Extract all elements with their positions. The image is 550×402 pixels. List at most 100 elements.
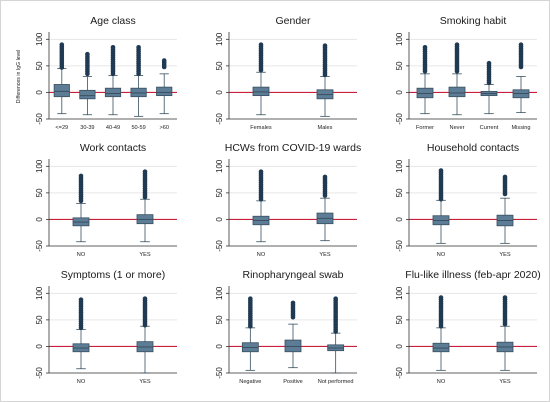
iqr-box: [53, 84, 70, 98]
y-tick-label: 100: [35, 159, 44, 173]
category-label: Males: [318, 125, 333, 131]
outlier-point: [85, 51, 90, 57]
y-tick-label: -50: [35, 240, 44, 252]
iqr-box: [104, 87, 122, 98]
y-tick-label: 50: [35, 315, 44, 324]
category-label: NO: [437, 379, 446, 385]
y-tick-label: -50: [215, 240, 224, 252]
panel-title: Rinopharyngeal swab: [243, 269, 344, 281]
box-2: [496, 174, 514, 244]
y-tick-label: 100: [215, 286, 224, 300]
outlier-point: [161, 58, 167, 63]
panel-9: Flu-like illness (feb-apr 2020) -50 0 50 100…: [395, 269, 541, 385]
y-tick-label: 0: [35, 217, 44, 222]
box-1: [252, 42, 270, 116]
outlier-point: [78, 173, 84, 179]
y-tick-label: 50: [35, 188, 44, 197]
iqr-box: [284, 339, 302, 353]
category-label: YES: [499, 252, 510, 258]
outlier-point: [258, 42, 264, 47]
category-label: Never: [450, 125, 465, 131]
box-2: [136, 296, 154, 374]
y-tick-label: 50: [215, 61, 224, 70]
outlier-point: [110, 44, 116, 50]
category-label: >60: [159, 125, 169, 131]
y-tick-label: 50: [395, 315, 404, 324]
outlier-point: [322, 174, 328, 180]
y-tick-label: -50: [395, 367, 404, 379]
y-tick-label: 50: [35, 61, 44, 70]
y-tick-label: 0: [395, 217, 404, 222]
iqr-box: [79, 89, 96, 100]
box-4: [512, 42, 530, 114]
category-label: NO: [77, 379, 86, 385]
category-label: 40-49: [106, 125, 120, 131]
outlier-point: [136, 44, 141, 50]
outlier-point: [454, 42, 460, 47]
panel-3: Smoking habit -50 0 50 100 Former Never Current…: [395, 15, 537, 131]
panel-title: HCWs from COVID-19 wards: [225, 142, 362, 154]
outlier-point: [333, 296, 338, 301]
category-label: Current: [480, 125, 499, 131]
category-label: Negative: [239, 379, 261, 385]
y-tick-label: 100: [215, 32, 224, 46]
y-tick-label: -50: [35, 367, 44, 379]
y-tick-label: 0: [215, 217, 224, 222]
y-tick-label: 0: [215, 90, 224, 95]
panel-5: HCWs from COVID-19 wards -50 0 50 100 NO YES: [215, 142, 362, 258]
outlier-point: [322, 43, 328, 48]
panel-title: Flu-like illness (feb-apr 2020): [405, 269, 540, 281]
y-tick-label: -50: [395, 113, 404, 125]
category-label: <=29: [55, 125, 68, 131]
category-label: NO: [257, 252, 266, 258]
y-tick-label: -50: [215, 113, 224, 125]
box-3: [480, 60, 498, 115]
panel-6: Household contacts -50 0 50 100 NO YES: [395, 142, 537, 258]
category-label: NO: [77, 252, 86, 258]
y-tick-label: 0: [35, 90, 44, 95]
y-tick-label: -50: [215, 367, 224, 379]
y-tick-label: 50: [215, 315, 224, 324]
outlier-point: [290, 300, 296, 306]
outlier-point: [248, 296, 253, 301]
outlier-point: [142, 169, 148, 174]
y-tick-label: 0: [395, 90, 404, 95]
outlier-point: [142, 296, 148, 301]
y-tick-label: 50: [215, 188, 224, 197]
panel-1: Age class Differences in IgG level -50 0 50 1…: [16, 15, 177, 131]
iqr-box: [448, 86, 466, 98]
category-label: YES: [139, 379, 150, 385]
y-tick-label: 100: [395, 32, 404, 46]
panel-title: Smoking habit: [440, 15, 507, 27]
iqr-box: [252, 86, 270, 97]
box-2: [316, 174, 334, 242]
box-1: [53, 42, 70, 115]
y-axis-label: Differences in IgG level: [16, 50, 22, 104]
y-tick-label: 100: [215, 159, 224, 173]
outlier-point: [78, 297, 84, 302]
panel-title: Work contacts: [80, 142, 146, 154]
y-tick-label: -50: [35, 113, 44, 125]
category-label: YES: [319, 252, 330, 258]
category-label: YES: [499, 379, 510, 385]
box-2: [79, 51, 96, 116]
box-1: [432, 295, 450, 371]
box-3: [104, 44, 122, 116]
panel-title: Gender: [275, 15, 311, 27]
box-4: [130, 44, 147, 117]
panel-8: Rinopharyngeal swab -50 0 50 100 Negative Posi…: [215, 269, 357, 385]
category-label: Females: [250, 125, 272, 131]
box-1: [432, 168, 450, 244]
category-label: 30-39: [80, 125, 94, 131]
y-tick-label: -50: [395, 240, 404, 252]
outlier-point: [438, 168, 444, 173]
box-2: [496, 295, 514, 371]
category-label: Positive: [283, 379, 303, 385]
outlier-point: [486, 60, 492, 66]
category-label: Not performed: [318, 379, 354, 385]
panel-title: Household contacts: [427, 142, 519, 154]
category-label: NO: [437, 252, 446, 258]
y-tick-label: 50: [395, 188, 404, 197]
outlier-point: [438, 295, 444, 300]
box-1: [72, 297, 90, 370]
